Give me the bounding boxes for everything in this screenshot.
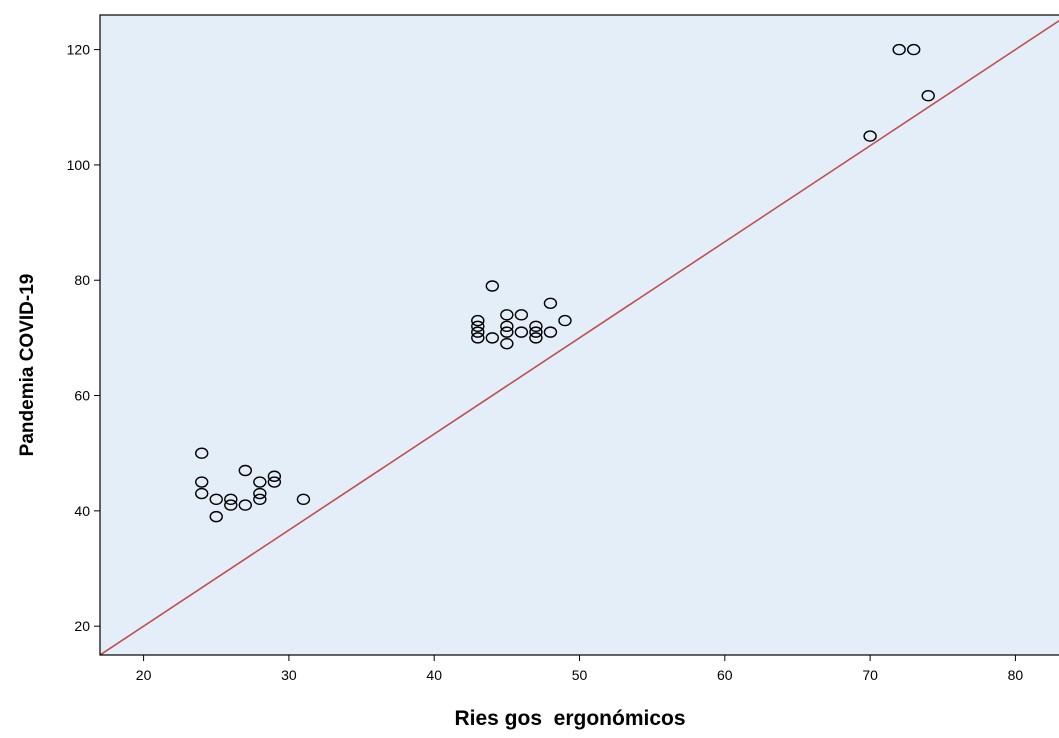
- data-point: [253, 487, 267, 500]
- y-axis-title: Pandemia COVID-19: [17, 274, 38, 457]
- y-tick-label: 80: [74, 272, 90, 288]
- data-point: [195, 476, 209, 488]
- y-axis-ticks: 20 40 60 80 100 120: [67, 42, 100, 634]
- data-point: [892, 43, 906, 56]
- data-point: [195, 447, 209, 459]
- x-tick-label: 50: [572, 667, 588, 683]
- data-point: [529, 320, 543, 333]
- data-point: [921, 90, 935, 102]
- data-point: [253, 493, 267, 506]
- data-point: [471, 332, 485, 344]
- data-point: [485, 280, 500, 292]
- x-tick-label: 40: [426, 667, 442, 683]
- x-tick-label: 80: [1008, 667, 1024, 683]
- data-point: [238, 464, 253, 477]
- data-point: [224, 493, 238, 506]
- data-point: [195, 487, 209, 500]
- data-point: [485, 332, 500, 344]
- data-point: [253, 476, 267, 488]
- data-point: [471, 320, 485, 333]
- data-point: [500, 320, 514, 333]
- fit-line: [100, 20, 1059, 655]
- y-tick-label: 120: [67, 42, 91, 58]
- data-point: [906, 43, 921, 56]
- data-point: [529, 326, 543, 338]
- y-tick-label: 60: [74, 388, 90, 404]
- x-axis-ticks: 20 30 40 50 60 70 80: [136, 655, 1024, 683]
- data-point: [863, 130, 877, 142]
- y-tick-label: 100: [67, 157, 91, 173]
- y-tick-label: 20: [74, 618, 90, 634]
- data-points-layer: [195, 43, 935, 523]
- x-axis-title: Ries gos ergonómicos: [454, 707, 685, 730]
- data-point: [209, 510, 223, 523]
- data-point: [267, 476, 282, 488]
- data-point: [267, 470, 282, 482]
- data-point: [500, 337, 514, 350]
- data-point: [238, 499, 253, 511]
- data-point: [471, 314, 485, 327]
- data-point: [543, 297, 558, 309]
- plot-area: [100, 15, 1059, 655]
- x-tick-label: 70: [862, 667, 878, 683]
- data-point: [529, 332, 543, 344]
- data-point: [224, 499, 238, 511]
- y-tick-label: 40: [74, 503, 90, 519]
- data-point: [500, 326, 514, 338]
- data-point: [543, 326, 558, 338]
- x-tick-label: 20: [136, 667, 152, 683]
- data-point: [471, 326, 485, 338]
- data-point: [558, 314, 572, 327]
- data-point: [296, 493, 311, 506]
- plot-frame: [99, 14, 1059, 656]
- data-point: [209, 493, 223, 506]
- data-point: [514, 326, 529, 338]
- data-point: [500, 309, 514, 321]
- reference-line-layer: [100, 20, 1059, 655]
- x-tick-label: 30: [281, 667, 297, 683]
- x-tick-label: 60: [717, 667, 733, 683]
- data-point: [514, 309, 529, 321]
